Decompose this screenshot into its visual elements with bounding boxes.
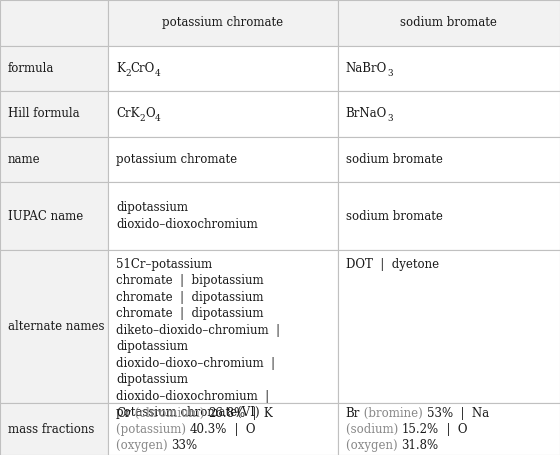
Text: name: name xyxy=(8,153,41,166)
Bar xyxy=(108,46,338,91)
Text: |  O: | O xyxy=(439,423,467,436)
Bar xyxy=(338,137,560,182)
Bar xyxy=(338,46,560,91)
Bar xyxy=(108,0,338,46)
Text: 4: 4 xyxy=(155,114,161,123)
Text: 4: 4 xyxy=(155,69,161,77)
Text: formula: formula xyxy=(8,62,54,75)
Bar xyxy=(338,0,560,46)
Bar xyxy=(0,404,108,455)
Bar xyxy=(0,0,108,46)
Bar xyxy=(108,182,338,250)
Text: sodium bromate: sodium bromate xyxy=(346,210,442,222)
Text: |  K: | K xyxy=(245,407,273,420)
Text: 53%: 53% xyxy=(427,407,452,420)
Text: dipotassium
dioxido–dioxochromium: dipotassium dioxido–dioxochromium xyxy=(116,201,258,231)
Text: 15.2%: 15.2% xyxy=(402,423,439,436)
Text: K: K xyxy=(116,62,125,75)
Text: 40.3%: 40.3% xyxy=(190,423,227,436)
Text: Cr: Cr xyxy=(116,407,130,420)
Text: Br: Br xyxy=(346,407,360,420)
Text: 33%: 33% xyxy=(171,439,198,452)
Text: (oxygen): (oxygen) xyxy=(116,439,171,452)
Bar xyxy=(0,137,108,182)
Text: (oxygen): (oxygen) xyxy=(346,439,401,452)
Text: alternate names: alternate names xyxy=(8,320,105,333)
Text: 2: 2 xyxy=(125,69,130,77)
Text: sodium bromate: sodium bromate xyxy=(346,153,442,166)
Text: CrO: CrO xyxy=(130,62,155,75)
Text: (sodium): (sodium) xyxy=(346,423,402,436)
Text: 26.8%: 26.8% xyxy=(208,407,245,420)
Bar xyxy=(338,250,560,404)
Text: CrK: CrK xyxy=(116,107,139,121)
Bar xyxy=(108,404,338,455)
Text: 2: 2 xyxy=(139,114,145,123)
Text: mass fractions: mass fractions xyxy=(8,423,95,436)
Text: |  O: | O xyxy=(227,423,256,436)
Bar xyxy=(108,137,338,182)
Text: (bromine): (bromine) xyxy=(360,407,427,420)
Text: O: O xyxy=(145,107,155,121)
Bar xyxy=(108,250,338,404)
Text: IUPAC name: IUPAC name xyxy=(8,210,83,222)
Text: Hill formula: Hill formula xyxy=(8,107,80,121)
Text: (chromium): (chromium) xyxy=(130,407,208,420)
Bar xyxy=(0,91,108,137)
Text: 3: 3 xyxy=(387,69,393,77)
Bar xyxy=(0,250,108,404)
Text: |  Na: | Na xyxy=(452,407,489,420)
Text: 51Cr–potassium
chromate  |  bipotassium
chromate  |  dipotassium
chromate  |  di: 51Cr–potassium chromate | bipotassium ch… xyxy=(116,258,280,420)
Bar xyxy=(338,404,560,455)
Text: potassium chromate: potassium chromate xyxy=(116,153,237,166)
Bar xyxy=(338,182,560,250)
Text: potassium chromate: potassium chromate xyxy=(162,16,283,29)
Text: (potassium): (potassium) xyxy=(116,423,190,436)
Bar xyxy=(0,46,108,91)
Bar xyxy=(0,182,108,250)
Text: DOT  |  dyetone: DOT | dyetone xyxy=(346,258,439,271)
Bar xyxy=(108,91,338,137)
Text: sodium bromate: sodium bromate xyxy=(400,16,497,29)
Text: BrNaO: BrNaO xyxy=(346,107,387,121)
Text: NaBrO: NaBrO xyxy=(346,62,387,75)
Bar xyxy=(338,91,560,137)
Text: 31.8%: 31.8% xyxy=(401,439,438,452)
Text: 3: 3 xyxy=(387,114,393,123)
